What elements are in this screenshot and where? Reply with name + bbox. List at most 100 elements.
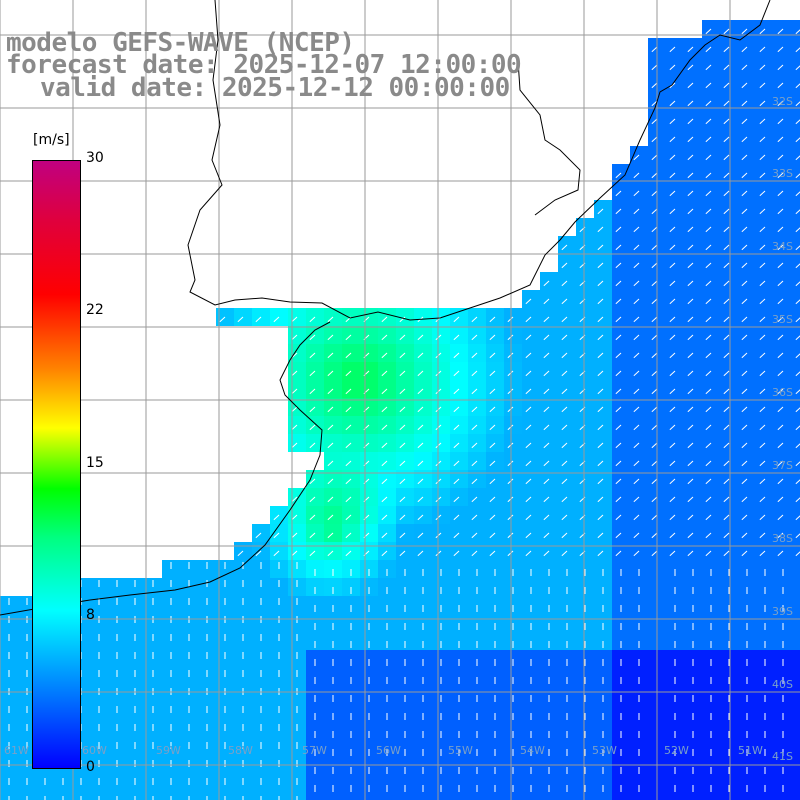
wind-arrow <box>777 154 784 161</box>
wind-speed-cell <box>432 794 450 800</box>
wind-speed-cell <box>504 794 522 800</box>
wind-arrow <box>795 479 800 485</box>
wind-arrow <box>723 532 730 539</box>
wind-arrow <box>507 442 514 449</box>
wind-arrow <box>687 424 694 431</box>
wind-speed-cell <box>414 794 432 800</box>
wind-arrow <box>633 514 640 521</box>
wind-arrow <box>651 550 658 557</box>
wind-arrow <box>471 316 478 323</box>
wind-arrow <box>795 551 800 557</box>
colorbar-unit-label: [m/s] <box>33 132 70 148</box>
wind-arrow <box>489 460 496 467</box>
wind-arrow <box>687 208 694 215</box>
wind-arrow <box>741 298 748 305</box>
wind-arrow <box>597 316 604 323</box>
lon-label-51w: 51W <box>738 744 763 757</box>
wind-arrow <box>417 532 424 539</box>
wind-arrow <box>723 46 730 53</box>
wind-arrow <box>723 424 730 431</box>
wind-arrow <box>489 406 496 413</box>
wind-speed-cells <box>0 20 800 800</box>
wind-arrow <box>633 352 640 359</box>
wind-arrow <box>309 334 316 341</box>
wind-arrow <box>345 496 352 503</box>
wind-arrow <box>687 262 694 269</box>
wind-arrow <box>669 190 676 197</box>
wind-arrow <box>615 190 622 197</box>
wind-arrow <box>705 316 712 323</box>
wind-arrow <box>615 532 622 539</box>
wind-arrow <box>723 388 730 395</box>
wind-arrow <box>741 190 748 197</box>
wind-arrow <box>309 442 316 449</box>
wind-arrow <box>777 478 784 485</box>
wind-arrow <box>759 388 766 395</box>
wind-arrow <box>705 442 712 449</box>
wind-arrow <box>705 496 712 503</box>
wind-speed-cell <box>792 614 800 632</box>
wind-arrow <box>759 496 766 503</box>
wind-arrow <box>777 64 784 71</box>
wind-arrow <box>759 100 766 107</box>
wind-arrow <box>795 209 800 215</box>
wind-speed-cell <box>792 38 800 56</box>
wind-arrow <box>795 317 800 323</box>
wind-speed-cell <box>792 560 800 578</box>
wind-arrow <box>795 425 800 431</box>
wind-speed-cell <box>792 704 800 722</box>
wind-arrow <box>795 173 800 179</box>
wind-arrow <box>543 478 550 485</box>
colorbar-tick-30: 30 <box>86 150 104 166</box>
wind-arrow <box>327 550 334 557</box>
wind-arrow <box>651 226 658 233</box>
wind-arrow <box>633 244 640 251</box>
wind-arrow <box>507 406 514 413</box>
wind-arrow <box>327 442 334 449</box>
wind-arrow <box>507 334 514 341</box>
wind-arrow <box>291 352 298 359</box>
wind-arrow <box>723 154 730 161</box>
wind-speed-cell <box>792 272 800 290</box>
wind-arrow <box>417 442 424 449</box>
wind-arrow <box>453 478 460 485</box>
wind-arrow <box>723 208 730 215</box>
wind-arrow <box>759 280 766 287</box>
wind-arrow <box>687 46 694 53</box>
wind-arrow <box>651 478 658 485</box>
wind-arrow <box>777 82 784 89</box>
wind-speed-cell <box>792 236 800 254</box>
wind-speed-cell <box>612 794 630 800</box>
wind-arrow <box>273 316 280 323</box>
wind-arrow <box>543 370 550 377</box>
wind-arrow <box>777 172 784 179</box>
wind-arrow <box>741 334 748 341</box>
wind-arrow <box>687 154 694 161</box>
wind-arrow <box>651 298 658 305</box>
wind-arrow <box>291 550 298 557</box>
wind-arrow <box>615 298 622 305</box>
wind-arrow <box>723 172 730 179</box>
wind-arrow <box>489 424 496 431</box>
wind-arrow <box>723 550 730 557</box>
wind-arrow <box>345 424 352 431</box>
wind-arrow <box>399 514 406 521</box>
wind-arrow <box>489 370 496 377</box>
wind-arrow <box>507 424 514 431</box>
wind-arrow <box>597 334 604 341</box>
colorbar-tick-0: 0 <box>86 759 95 775</box>
wind-arrow <box>795 353 800 359</box>
wind-arrow <box>489 550 496 557</box>
wind-arrow <box>687 244 694 251</box>
wind-speed-cell <box>306 794 324 800</box>
wind-arrow <box>471 442 478 449</box>
wind-arrow <box>471 388 478 395</box>
wind-arrow <box>597 514 604 521</box>
wind-arrow <box>381 406 388 413</box>
wind-arrow <box>561 334 568 341</box>
wind-arrow <box>543 550 550 557</box>
wind-arrow <box>723 100 730 107</box>
